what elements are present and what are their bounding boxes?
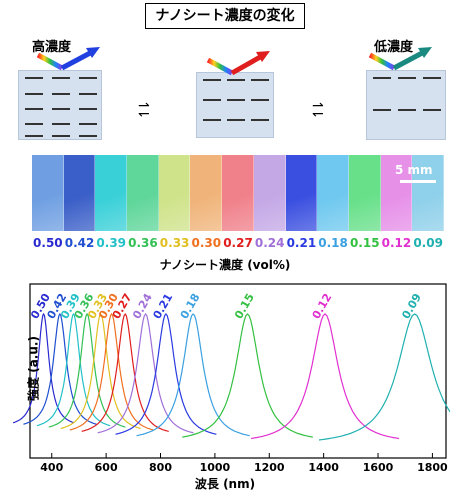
concentration-value: 0.21 [286, 236, 317, 250]
peak-label: 0.15 [232, 291, 257, 321]
reflected-arrow-low [392, 49, 426, 71]
y-axis-label: 強度 (a.u.) [26, 336, 41, 401]
mid-concentration-panel [196, 72, 274, 138]
high-concentration-label: 高濃度 [32, 40, 72, 55]
concentration-value: 0.36 [128, 236, 158, 250]
spectrum-line [23, 312, 97, 425]
sample-strip [158, 155, 191, 231]
concentration-value: 0.33 [159, 236, 190, 250]
plot-frame [29, 283, 447, 459]
spectrum-line [136, 313, 250, 437]
low-concentration-panel [366, 70, 446, 140]
sample-strip [63, 155, 96, 231]
x-tick-label: 1400 [308, 461, 339, 474]
spectrum-line [251, 313, 400, 440]
sample-strip [317, 155, 349, 231]
sample-strip [95, 155, 128, 231]
concentration-value: 0.18 [318, 236, 348, 250]
spectrum-line [12, 312, 75, 424]
sample-strip [412, 155, 444, 231]
spectrum-line [182, 313, 313, 438]
spectrum-line [60, 312, 141, 430]
concentration-value: 0.15 [349, 236, 380, 250]
incident-arrow-low [368, 52, 396, 71]
peak-label: 0.18 [178, 291, 203, 321]
spectrum-line [115, 313, 217, 435]
concentration-value: 0.12 [381, 236, 412, 250]
scale-bar-label: 5 mm [395, 163, 433, 177]
sample-strip [190, 155, 223, 231]
spectrum-line [69, 312, 154, 431]
concentration-value: 0.24 [254, 236, 285, 250]
spectrum-line [36, 312, 111, 427]
x-tick-label: 800 [149, 461, 172, 474]
concentration-value: 0.09 [413, 236, 443, 250]
spectrum-line [48, 312, 126, 428]
light-arrows [36, 47, 432, 76]
sample-strip [32, 155, 64, 231]
figure-title: ナノシート濃度の変化 [145, 3, 305, 29]
equilibrium-arrow-left: ⇀ ↽ [138, 98, 150, 122]
x-tick-label: 400 [40, 461, 63, 474]
x-tick-label: 1000 [200, 461, 231, 474]
spectrum-line [318, 313, 450, 441]
low-concentration-label: 低濃度 [374, 40, 414, 55]
concentration-axis-label: ナノシート濃度 (vol%) [159, 258, 291, 272]
spectra-chart: 400 600 800 1000 1200 1400 1600 18000.500.420.3… [12, 283, 450, 474]
reflected-arrow-mid [230, 53, 264, 76]
x-axis-label: 波長 (nm) [194, 477, 256, 491]
reflected-arrow-high [60, 49, 94, 71]
concentration-value: 0.30 [191, 236, 222, 250]
spectrum-line [81, 312, 169, 432]
incident-arrow-high [36, 52, 64, 71]
sample-strip [222, 155, 254, 231]
x-tick-label: 600 [95, 461, 118, 474]
concentration-value: 0.39 [96, 236, 127, 250]
x-tick-label: 1200 [254, 461, 285, 474]
sample-strip [127, 155, 159, 231]
concentration-value: 0.42 [64, 236, 95, 250]
sample-strip [285, 155, 318, 231]
concentration-value: 0.50 [33, 236, 63, 250]
peak-label: 0.21 [151, 291, 176, 321]
spectrum-line [97, 313, 194, 434]
sample-strip [348, 155, 381, 231]
x-tick-label: 1800 [417, 461, 448, 474]
sample-strip [380, 155, 413, 231]
sample-strip [253, 155, 286, 231]
peak-label: 0.09 [399, 291, 424, 321]
scale-bar [400, 180, 436, 183]
x-tick-label: 1600 [363, 461, 394, 474]
peak-label: 0.12 [310, 291, 335, 321]
peak-label: 0.24 [130, 291, 155, 321]
concentration-value: 0.27 [223, 236, 253, 250]
equilibrium-arrow-right: ⇀ ↽ [312, 98, 324, 122]
high-concentration-panel [18, 70, 102, 140]
incident-arrow-mid [206, 57, 234, 76]
sample-photo-strips [32, 155, 444, 231]
